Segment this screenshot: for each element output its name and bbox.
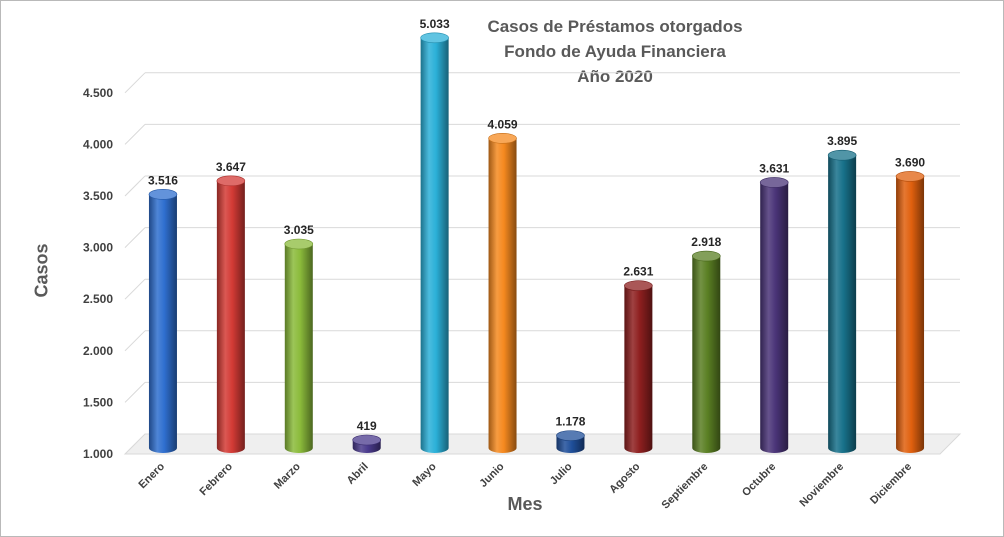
bar-top — [352, 434, 382, 446]
bar-top — [148, 189, 178, 200]
category-label: Enero — [137, 460, 168, 491]
bar-marzo — [284, 238, 314, 453]
bar-top — [556, 430, 585, 441]
y-tick-labels: 1.000 1.500 2.000 2.500 3.000 3.500 4.000 4.500 — [83, 86, 113, 461]
data-label: 3.690 — [895, 155, 925, 169]
bar-body — [624, 285, 653, 453]
bar-abril — [352, 434, 382, 453]
category-label: Julio — [548, 460, 575, 487]
data-label: 3.895 — [827, 134, 857, 148]
bar-body — [420, 37, 449, 453]
gridline-depth — [124, 227, 146, 248]
data-label: 1.178 — [555, 415, 585, 429]
bar-top — [216, 175, 246, 187]
bar-top — [420, 32, 449, 44]
data-label: 4.059 — [488, 117, 518, 131]
gridline-depth — [124, 330, 146, 352]
bar-top — [691, 250, 721, 262]
grid-lines — [124, 72, 960, 403]
bar-agosto — [624, 280, 653, 453]
bar-noviembre — [827, 149, 857, 453]
category-label: Junio — [477, 460, 506, 489]
bar-top — [759, 177, 789, 188]
data-label: 419 — [357, 419, 377, 433]
data-label: 3.516 — [148, 173, 178, 187]
y-tick-label: 3.500 — [83, 189, 113, 203]
gridline-depth — [124, 72, 146, 94]
bar-octubre — [759, 177, 789, 453]
y-tick-label: 3.000 — [83, 241, 113, 255]
data-label: 2.918 — [691, 235, 721, 249]
chart-floor — [123, 433, 962, 455]
bar-body — [216, 180, 245, 454]
gridline-depth — [124, 124, 146, 145]
y-tick-label: 2.000 — [83, 344, 113, 358]
category-label: Octubre — [740, 461, 778, 499]
bar-septiembre — [691, 250, 721, 453]
data-label: 3.035 — [284, 223, 314, 237]
gridline-depth — [124, 382, 146, 403]
category-label: Marzo — [272, 460, 303, 491]
bar-body — [692, 256, 721, 453]
data-label: 3.647 — [216, 160, 246, 174]
category-label: Mayo — [410, 460, 439, 489]
bar-mayo — [420, 32, 449, 453]
category-label: Agosto — [607, 460, 642, 495]
bars — [148, 32, 925, 454]
bar-diciembre — [895, 171, 925, 453]
x-axis-label: Mes — [507, 494, 543, 514]
floor-plane — [123, 433, 962, 455]
gridline-depth — [124, 175, 146, 197]
category-label: Febrero — [198, 460, 236, 498]
bar-febrero — [216, 175, 246, 454]
bar-top — [624, 280, 653, 291]
chart-title-line-1: Casos de Préstamos otorgados — [487, 17, 743, 36]
y-tick-label: 4.000 — [83, 137, 113, 151]
bar-body — [760, 182, 789, 453]
chart-title-line-3: Año 2020 — [577, 67, 653, 86]
bar-top — [488, 133, 517, 144]
bar-body — [148, 194, 177, 453]
bar-julio — [556, 430, 585, 453]
category-label: Noviembre — [798, 461, 847, 510]
category-label: Abril — [345, 461, 371, 487]
bar-body — [896, 176, 925, 453]
bar-body — [828, 155, 857, 453]
data-labels: 3.516 3.647 3.035 419 5.033 4.059 1.178 2.631 2.… — [148, 17, 925, 433]
data-label: 3.631 — [759, 161, 789, 175]
category-labels: Enero Febrero Marzo Abril Mayo Junio Julio Agos… — [137, 460, 915, 511]
y-tick-label: 1.500 — [83, 395, 113, 409]
y-tick-label: 1.000 — [83, 447, 113, 461]
data-label: 5.033 — [420, 17, 450, 31]
category-label: Diciembre — [868, 461, 914, 507]
chart-title: Casos de Préstamos otorgados Fondo de Ay… — [380, 14, 850, 89]
bar-junio — [488, 133, 517, 453]
chart-title-line-2: Fondo de Ayuda Financiera — [504, 42, 726, 61]
bar-body — [284, 243, 313, 453]
bar-top — [895, 171, 925, 182]
bar-top — [284, 238, 314, 250]
bar-body — [488, 138, 517, 453]
y-tick-label: 4.500 — [83, 86, 113, 100]
category-label: Septiembre — [660, 461, 711, 512]
gridline-depth — [124, 278, 146, 300]
data-label: 2.631 — [623, 265, 653, 279]
bar-top — [827, 149, 857, 161]
bar-enero — [148, 189, 178, 453]
y-tick-label: 2.500 — [83, 292, 113, 306]
